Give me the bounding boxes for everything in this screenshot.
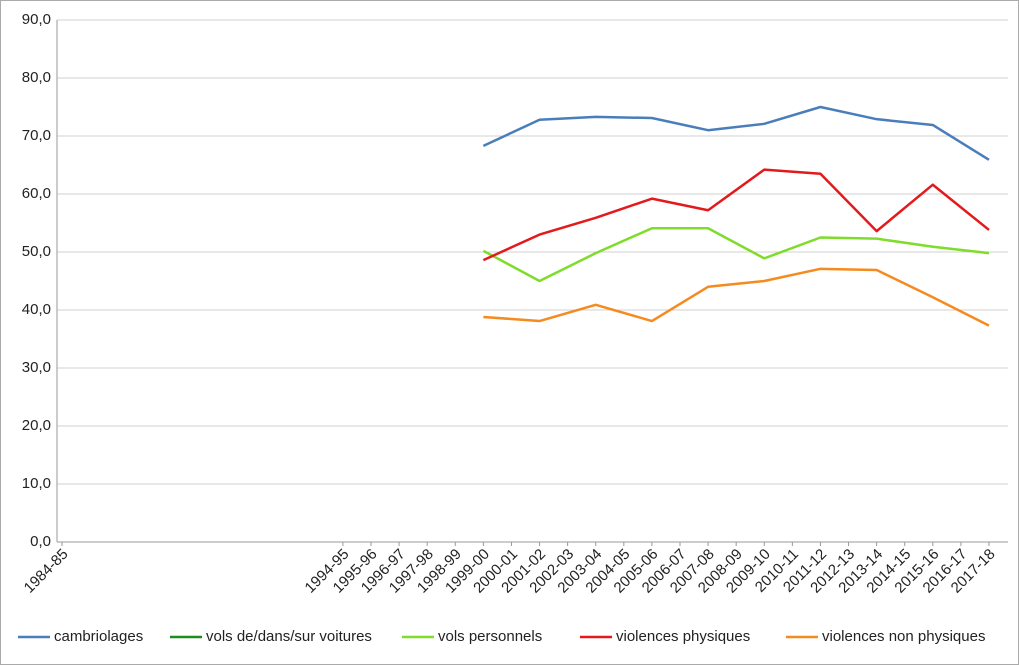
y-tick-label: 40,0 — [22, 301, 51, 318]
y-tick-label: 10,0 — [22, 475, 51, 492]
legend-label: violences physiques — [616, 628, 750, 645]
y-tick-label: 80,0 — [22, 69, 51, 86]
legend-label: vols personnels — [438, 628, 542, 645]
y-tick-label: 70,0 — [22, 127, 51, 144]
y-tick-label: 60,0 — [22, 185, 51, 202]
series-line — [482, 105, 990, 161]
y-tick-label: 20,0 — [22, 417, 51, 434]
series-line — [482, 168, 990, 262]
y-tick-label: 0,0 — [30, 533, 51, 550]
legend-label: cambriolages — [54, 628, 143, 645]
y-tick-label: 30,0 — [22, 359, 51, 376]
y-tick-label: 50,0 — [22, 243, 51, 260]
legend-label: violences non physiques — [822, 628, 985, 645]
series-line — [482, 226, 990, 283]
series-line — [483, 267, 990, 327]
y-tick-label: 90,0 — [22, 11, 51, 28]
legend-label: vols de/dans/sur voitures — [206, 628, 372, 645]
